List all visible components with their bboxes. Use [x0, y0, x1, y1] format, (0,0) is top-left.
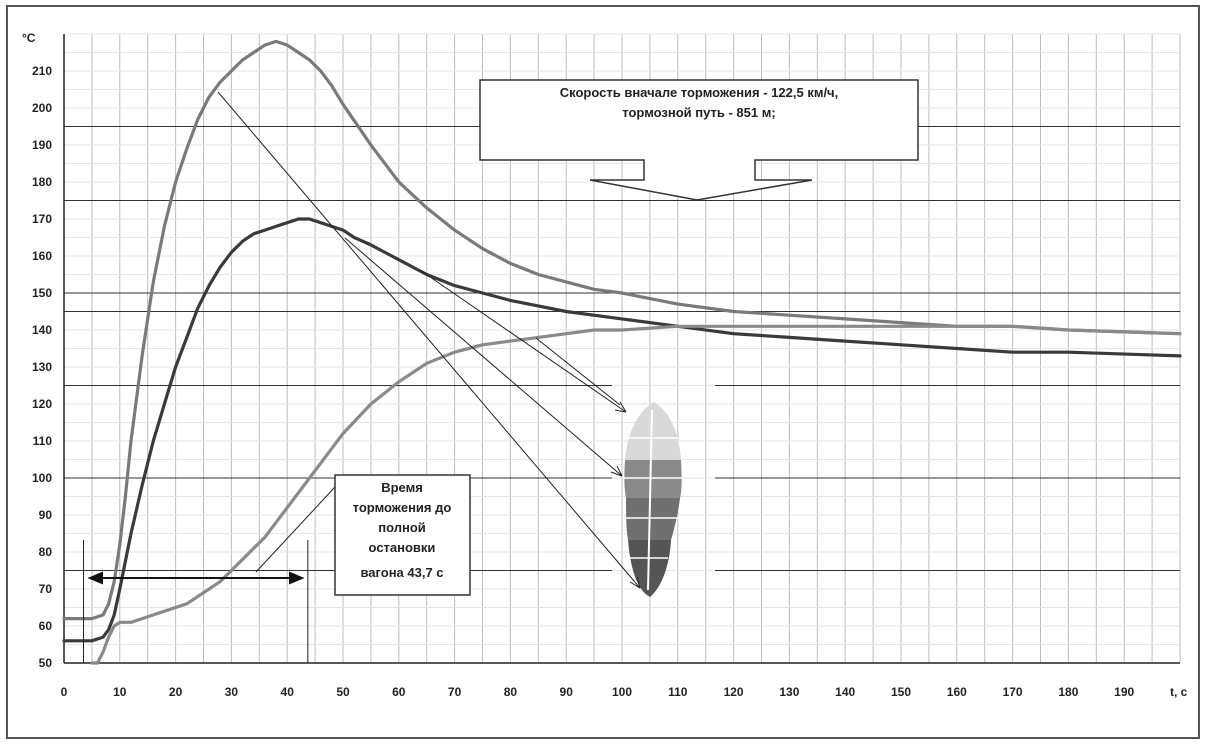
- pointer-arrowhead-3: [614, 401, 627, 413]
- y-axis-unit: °C: [22, 31, 36, 45]
- x-tick-label: 80: [504, 685, 518, 699]
- time-text-line4: остановки: [369, 540, 436, 555]
- y-tick-label: 60: [39, 619, 53, 633]
- y-tick-label: 200: [32, 101, 52, 115]
- pad-divider-v: [647, 409, 653, 591]
- pointer-arrowhead-1: [629, 576, 641, 589]
- x-tick-label: 160: [947, 685, 967, 699]
- x-tick-label: 20: [169, 685, 183, 699]
- y-tick-label: 100: [32, 471, 52, 485]
- braking-time-head-left: [87, 571, 103, 585]
- y-tick-label: 190: [32, 138, 52, 152]
- x-tick-label: 70: [448, 685, 462, 699]
- x-tick-label: 190: [1114, 685, 1134, 699]
- x-tick-label: 0: [61, 685, 68, 699]
- braking-time-arrow: [87, 571, 305, 585]
- pointer-line-4: [535, 337, 621, 406]
- x-tick-labels: 0 10 20 30 40 50 60 70 80 90 100 110 120 130 140 150 160…: [61, 685, 1135, 699]
- time-text-line3: полной: [378, 520, 426, 535]
- series-line-1: [62, 39, 1182, 621]
- pointer-line-3: [419, 269, 627, 413]
- x-axis-unit: t, c: [1170, 685, 1188, 699]
- axes: [63, 34, 1180, 664]
- braking-time-box: [334, 474, 471, 596]
- x-tick-label: 180: [1058, 685, 1078, 699]
- braking-time-head-right: [289, 571, 305, 585]
- x-tick-label: 120: [724, 685, 744, 699]
- pad-zone-lower: [626, 498, 680, 540]
- x-tick-label: 140: [835, 685, 855, 699]
- x-tick-label: 60: [392, 685, 406, 699]
- speed-callout-shape: [479, 79, 919, 201]
- y-tick-label: 90: [39, 508, 53, 522]
- speed-text-line2: тормозной путь - 851 м;: [622, 105, 775, 120]
- y-tick-label: 170: [32, 212, 52, 226]
- y-tick-label: 80: [39, 545, 53, 559]
- time-text-line5: вагона 43,7 с: [360, 565, 443, 580]
- series-line-2: [62, 217, 1182, 643]
- x-tick-label: 30: [225, 685, 239, 699]
- y-tick-label: 110: [33, 434, 53, 448]
- pad-zone-top: [625, 402, 681, 460]
- y-tick-label: 70: [39, 582, 53, 596]
- speed-text-line1: Скорость вначале торможения - 122,5 км/ч…: [560, 85, 838, 100]
- time-box-pointer: [255, 486, 336, 573]
- pointer-line-2: [344, 237, 623, 477]
- x-tick-label: 100: [612, 685, 632, 699]
- braking-time-callout: Время торможения до полной остановки ваг…: [334, 474, 471, 596]
- x-tick-label: 50: [336, 685, 350, 699]
- y-tick-label: 120: [32, 397, 52, 411]
- pointer-line-1: [217, 91, 641, 589]
- x-tick-label: 150: [891, 685, 911, 699]
- x-tick-label: 130: [779, 685, 799, 699]
- y-tick-label: 50: [39, 656, 53, 670]
- y-tick-label: 210: [32, 64, 52, 78]
- x-tick-label: 110: [668, 685, 688, 699]
- speed-callout: Скорость вначале торможения - 122,5 км/ч…: [479, 79, 919, 201]
- x-tick-label: 10: [113, 685, 127, 699]
- x-tick-label: 90: [560, 685, 574, 699]
- series-line-3: [90, 324, 1182, 665]
- time-text-line2: торможения до: [353, 500, 452, 515]
- pad-zone-upper: [624, 460, 682, 498]
- y-tick-label: 140: [32, 323, 52, 337]
- pointer-lines: [217, 91, 641, 589]
- time-text-line1: Время: [381, 480, 423, 495]
- series-group: [62, 39, 1182, 665]
- y-tick-label: 150: [32, 286, 52, 300]
- y-tick-labels: 50 60 70 80 90 100 110 120 130 140 150 160 170 180 190…: [32, 64, 52, 670]
- y-tick-label: 180: [32, 175, 52, 189]
- x-tick-label: 40: [281, 685, 295, 699]
- vertical-markers: [83, 540, 309, 663]
- y-tick-label: 160: [32, 249, 52, 263]
- x-tick-label: 170: [1003, 685, 1023, 699]
- y-tick-label: 130: [32, 360, 52, 374]
- pointer-arrowhead-2: [610, 465, 623, 477]
